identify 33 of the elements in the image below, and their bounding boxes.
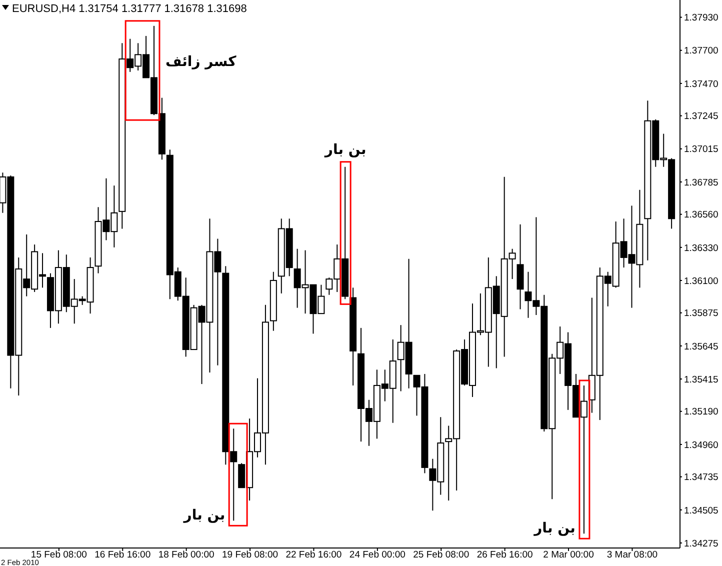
- y-tick-label: 1.37245: [684, 111, 718, 122]
- y-tick-label: 1.37930: [684, 12, 718, 24]
- annotation: بن بار: [533, 520, 576, 537]
- x-tick-label: 22 Feb 16:00: [286, 550, 342, 561]
- y-tick-label: 1.36100: [684, 276, 718, 287]
- y-tick-label: 1.35190: [684, 406, 718, 418]
- y-tick-label: 1.35875: [684, 308, 718, 320]
- x-tick-label: 24 Feb 00:00: [349, 550, 406, 561]
- chart-title: EURUSD,H4 1.31754 1.31777 1.31678 1.31698: [12, 3, 247, 15]
- x-tick-label: 18 Feb 00:00: [158, 550, 214, 561]
- annotation: بن بار: [324, 142, 366, 158]
- y-tick-label: 1.37015: [684, 144, 718, 156]
- annotation: بن بار: [182, 508, 226, 524]
- y-tick-label: 1.36785: [684, 177, 718, 188]
- x-tick-label: 25 Feb 08:00: [413, 550, 470, 561]
- x-tick-label: 19 Feb 08:00: [222, 550, 278, 561]
- y-tick-label: 1.35645: [684, 341, 718, 352]
- y-tick-label: 1.36330: [684, 242, 718, 254]
- y-tick-label: 1.35415: [684, 374, 718, 386]
- y-tick-label: 1.34960: [684, 440, 718, 451]
- y-tick-label: 1.37470: [684, 78, 718, 90]
- x-tick-label: 15 Feb 08:00: [30, 550, 87, 561]
- x-tick-label: 2 Mar 00:00: [543, 550, 594, 561]
- y-tick-label: 1.34735: [684, 472, 718, 484]
- y-tick-label: 1.36560: [684, 210, 718, 221]
- x-tick-label: 16 Feb 16:00: [94, 550, 151, 561]
- candlestick: [580, 384, 588, 534]
- y-tick-label: 1.34275: [684, 538, 718, 550]
- y-tick-label: 1.37700: [684, 46, 718, 57]
- annotation: کسر زائف: [165, 54, 238, 70]
- y-tick-label: 1.34505: [684, 505, 718, 516]
- x-tick-label: 26 Feb 16:00: [476, 550, 533, 561]
- x-tick-label: 3 Mar 08:00: [606, 550, 658, 561]
